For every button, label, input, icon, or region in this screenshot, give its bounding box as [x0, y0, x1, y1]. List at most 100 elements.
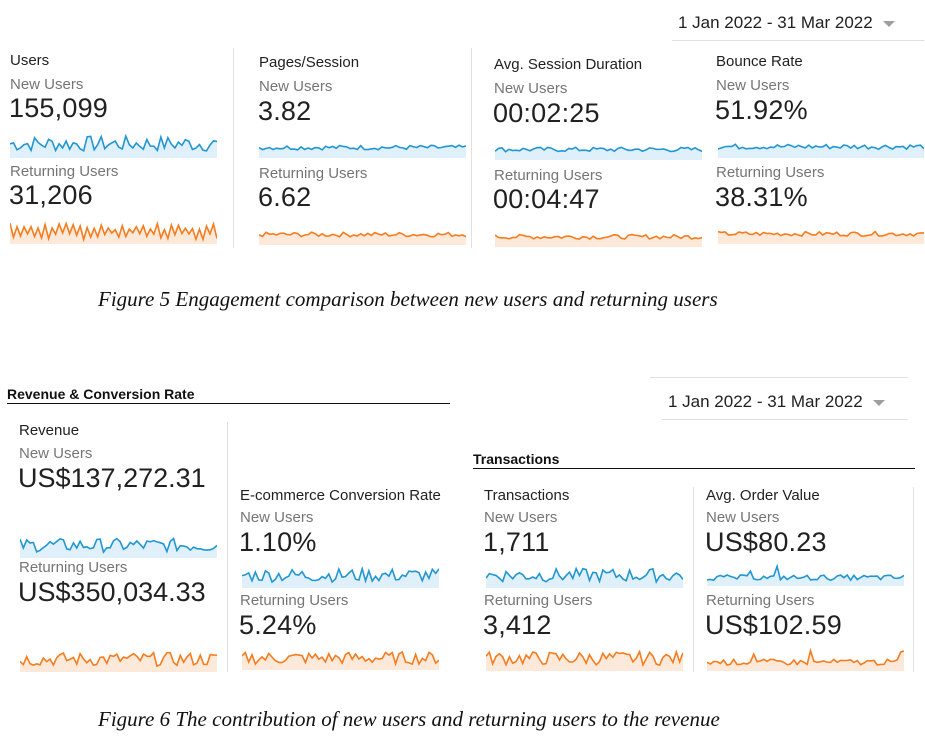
avg-session-returning-value: 00:04:47 — [493, 184, 600, 214]
sparkline-line — [707, 563, 904, 582]
sparkline-line — [495, 146, 702, 153]
revenue-new-sparkline — [20, 537, 217, 558]
metric-title-ecommerce-conversion-rate: E-commerce Conversion Rate — [240, 487, 441, 504]
sparkline-line — [20, 651, 217, 668]
returning-users-label: Returning Users — [716, 164, 825, 181]
bounce-rate-new-value: 51.92% — [715, 95, 808, 125]
returning-users-label: Returning Users — [484, 592, 593, 609]
sparkline-area — [707, 566, 904, 586]
new-users-label: New Users — [716, 77, 790, 94]
sparkline-line — [10, 133, 217, 153]
avg-order-value-new-value: US$80.23 — [705, 527, 827, 557]
sparkline-line — [259, 144, 466, 151]
column-divider — [233, 48, 234, 248]
date-range-text: 1 Jan 2022 - 31 Mar 2022 — [668, 392, 863, 411]
sparkline-line — [718, 143, 924, 151]
pages-session-returning-sparkline — [259, 231, 466, 245]
returning-users-label: Returning Users — [494, 167, 603, 184]
users-returning-value: 31,206 — [9, 180, 93, 210]
avg-session-returning-sparkline — [495, 233, 702, 247]
transactions-returning-sparkline — [486, 649, 683, 671]
new-users-label: New Users — [259, 78, 333, 95]
avg-order-value-new-sparkline — [707, 563, 904, 586]
metric-title-transactions: Transactions — [484, 487, 570, 504]
users-new-sparkline — [10, 133, 217, 158]
transactions-returning-value: 3,412 — [483, 610, 552, 640]
metric-title-avg-session-duration: Avg. Session Duration — [494, 56, 643, 73]
sparkline-area — [10, 136, 217, 158]
metric-title-revenue: Revenue — [19, 422, 80, 439]
avg-order-value-returning-value: US$102.59 — [705, 610, 842, 640]
sparkline-line — [486, 566, 683, 585]
returning-users-label: Returning Users — [10, 163, 119, 180]
transactions-new-sparkline — [486, 566, 683, 588]
conversion-rate-new-value: 1.10% — [239, 527, 317, 557]
pages-session-new-value: 3.82 — [258, 96, 312, 126]
avg-session-new-sparkline — [495, 146, 702, 160]
column-divider — [913, 487, 914, 672]
returning-users-label: Returning Users — [240, 592, 349, 609]
sparkline-area — [495, 147, 702, 160]
revenue-returning-value: US$350,034.33 — [18, 577, 206, 607]
section-title-revenue-conversion: Revenue & Conversion Rate — [7, 386, 195, 402]
date-range-underline — [672, 40, 924, 41]
sparkline-area — [242, 568, 439, 588]
sparkline-line — [10, 220, 217, 243]
figure-6-caption: Figure 6 The contribution of new users a… — [98, 707, 720, 731]
date-range-underline — [662, 419, 908, 420]
date-range-topline — [650, 377, 908, 378]
revenue-returning-sparkline — [20, 651, 217, 672]
metric-title-users: Users — [10, 52, 50, 69]
returning-users-label: Returning Users — [706, 592, 815, 609]
sparkline-line — [20, 537, 217, 554]
returning-users-label: Returning Users — [19, 559, 128, 576]
revenue-new-value: US$137,272.31 — [18, 463, 206, 493]
bounce-rate-new-sparkline — [718, 143, 924, 158]
figure-5-caption: Figure 5 Engagement comparison between n… — [98, 287, 718, 311]
new-users-label: New Users — [10, 76, 84, 93]
sparkline-line — [242, 650, 439, 667]
new-users-label: New Users — [494, 80, 568, 97]
new-users-label: New Users — [19, 445, 93, 462]
metric-title-bounce-rate: Bounce Rate — [716, 53, 803, 70]
new-users-label: New Users — [240, 509, 314, 526]
chevron-down-icon — [872, 399, 885, 406]
sparkline-area — [707, 650, 904, 671]
date-range-text: 1 Jan 2022 - 31 Mar 2022 — [678, 13, 873, 32]
sparkline-line — [486, 649, 683, 668]
chevron-down-icon — [882, 20, 895, 27]
date-range-selector[interactable]: 1 Jan 2022 - 31 Mar 2022 — [668, 392, 885, 412]
sparkline-area — [10, 223, 217, 244]
users-returning-sparkline — [10, 220, 217, 244]
column-divider — [693, 487, 694, 672]
conversion-rate-new-sparkline — [242, 565, 439, 588]
sparkline-line — [718, 230, 924, 237]
sparkline-line — [242, 565, 439, 584]
sparkline-line — [259, 231, 466, 238]
section-title-transactions: Transactions — [473, 451, 560, 467]
conversion-rate-returning-value: 5.24% — [239, 610, 317, 640]
metric-title-pages-session: Pages/Session — [259, 54, 360, 71]
new-users-label: New Users — [706, 509, 780, 526]
column-divider — [227, 422, 228, 672]
avg-session-new-value: 00:02:25 — [493, 98, 600, 128]
pages-session-returning-value: 6.62 — [258, 182, 312, 212]
avg-order-value-returning-sparkline — [707, 647, 904, 671]
sparkline-area — [20, 538, 217, 558]
section-rule — [7, 403, 450, 404]
bounce-rate-returning-sparkline — [718, 230, 924, 244]
date-range-selector[interactable]: 1 Jan 2022 - 31 Mar 2022 — [678, 13, 895, 33]
sparkline-area — [20, 652, 217, 672]
metric-title-avg-order-value: Avg. Order Value — [706, 487, 820, 504]
sparkline-area — [486, 568, 683, 588]
new-users-label: New Users — [484, 509, 558, 526]
transactions-new-value: 1,711 — [483, 527, 550, 557]
bounce-rate-returning-value: 38.31% — [715, 182, 808, 212]
section-rule — [473, 468, 915, 469]
column-divider — [471, 48, 472, 248]
returning-users-label: Returning Users — [259, 165, 368, 182]
sparkline-line — [495, 233, 702, 240]
sparkline-line — [707, 647, 904, 666]
sparkline-area — [259, 145, 466, 158]
conversion-rate-returning-sparkline — [242, 650, 439, 670]
